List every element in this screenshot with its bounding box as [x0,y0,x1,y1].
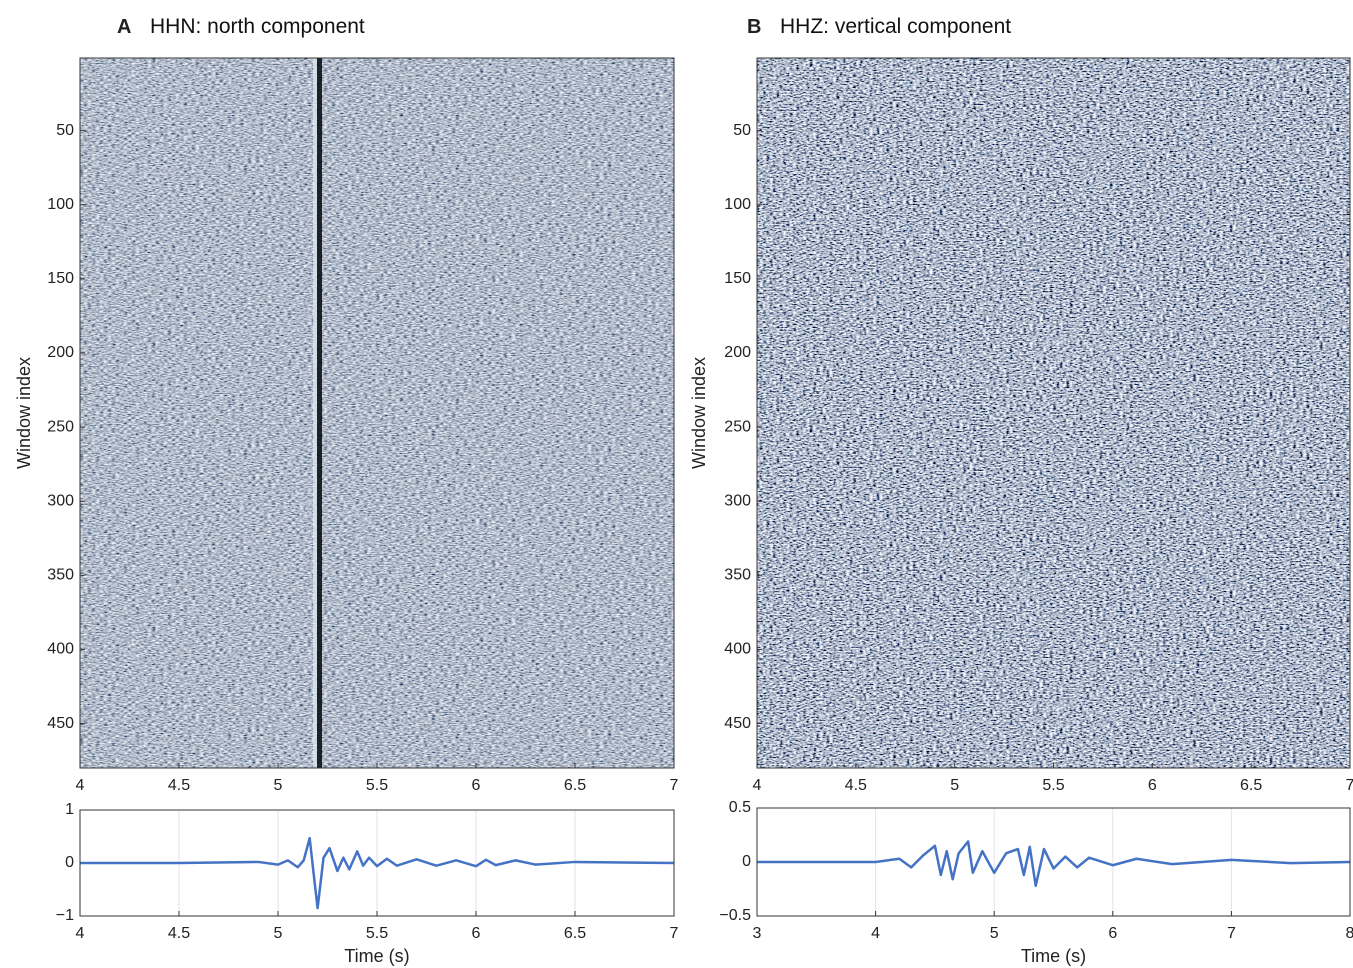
x-tick-label: 4.5 [845,777,867,794]
y-tick-label: 400 [47,641,74,658]
chart-title: HHN: north component [150,15,365,38]
x-tick-label: 6 [472,777,481,794]
y-tick-label: 0 [742,853,751,870]
y-tick-label: 150 [47,270,74,287]
x-tick-label: 4 [76,925,85,942]
panel-label: A [117,16,131,38]
axes-frame [756,57,1351,769]
heatmap-image [757,58,1350,768]
axes-frame [79,809,675,917]
axes-frame [79,57,675,769]
line-series [757,840,1351,888]
x-tick-label: 5 [274,777,283,794]
y-axis-label: Window index [689,357,709,469]
y-tick-label: 400 [724,641,751,658]
y-tick-label: 300 [724,492,751,509]
axes-frame [756,807,1351,917]
line-series [80,836,675,910]
y-tick-label: 1 [65,801,74,818]
y-tick-label: 350 [724,567,751,584]
heatmap-image [80,58,674,768]
x-tick-label: 6 [472,925,481,942]
y-tick-label: 0.5 [729,799,751,816]
x-tick-label: 7 [1227,925,1236,942]
y-tick-label: 0 [65,854,74,871]
y-tick-label: 450 [724,715,751,732]
x-tick-label: 5 [950,777,959,794]
x-tick-label: 6.5 [564,777,586,794]
y-tick-label: 350 [47,567,74,584]
x-tick-label: 7 [670,777,679,794]
x-tick-label: 5.5 [366,925,388,942]
panel-label: B [747,16,761,38]
y-axis-label: Window index [14,357,34,469]
x-tick-label: 8 [1346,925,1353,942]
y-tick-label: 300 [47,492,74,509]
x-tick-label: 6 [1148,777,1157,794]
x-axis-label: Time (s) [344,946,409,966]
x-tick-label: 7 [1346,777,1353,794]
x-tick-label: 5 [274,925,283,942]
y-tick-label: −1 [56,907,74,924]
y-tick-label: 50 [56,122,74,139]
arrival-streak [317,58,322,768]
y-tick-label: 200 [724,344,751,361]
y-tick-label: 450 [47,715,74,732]
x-tick-label: 5 [990,925,999,942]
chart-title: HHZ: vertical component [780,15,1011,38]
y-tick-label: 150 [724,270,751,287]
y-tick-label: 250 [724,418,751,435]
x-tick-label: 4 [76,777,85,794]
y-tick-label: 200 [47,344,74,361]
arrival-streak [313,58,317,768]
x-tick-label: 4.5 [168,925,190,942]
x-tick-label: 5.5 [1042,777,1064,794]
y-tick-label: 100 [47,196,74,213]
y-tick-label: 250 [47,418,74,435]
x-tick-label: 4 [871,925,880,942]
x-tick-label: 4.5 [168,777,190,794]
x-tick-label: 6.5 [1240,777,1262,794]
x-tick-label: 5.5 [366,777,388,794]
x-tick-label: 3 [753,925,762,942]
y-tick-label: 100 [724,196,751,213]
x-tick-label: 7 [670,925,679,942]
x-axis-label: Time (s) [1021,946,1086,966]
y-tick-label: 50 [733,122,751,139]
x-tick-label: 6.5 [564,925,586,942]
x-tick-label: 6 [1108,925,1117,942]
x-tick-label: 4 [753,777,762,794]
y-tick-label: −0.5 [719,907,751,924]
